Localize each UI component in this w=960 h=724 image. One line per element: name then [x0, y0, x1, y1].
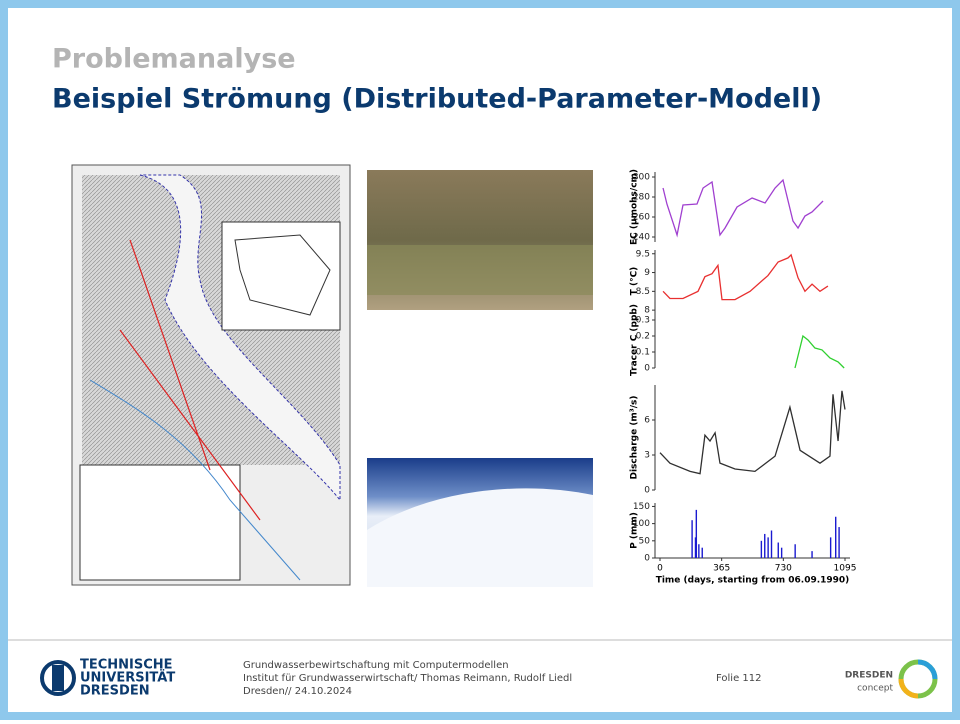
bar	[764, 533, 766, 558]
logo-line: UNIVERSITÄT	[80, 670, 175, 686]
footer-line: Dresden// 24.10.2024	[243, 686, 352, 697]
bar	[777, 542, 779, 558]
series-line	[662, 253, 829, 301]
x-axis-label: Time (days, starting from 06.09.1990)	[656, 576, 850, 586]
y-axis-label: P (mm)	[630, 512, 640, 549]
y-axis-label: EC (µmohs/cm)	[630, 169, 640, 245]
y-tick-label: 9	[644, 268, 650, 278]
bar	[694, 537, 697, 558]
y-tick-label: 8.5	[636, 287, 650, 297]
y-tick-label: 300	[633, 173, 650, 183]
bar	[811, 551, 813, 558]
footer-line: Institut für Grundwasserwirtschaft/ Thom…	[243, 673, 572, 684]
y-tick-label: 0	[644, 364, 650, 374]
x-tick-label: 730	[775, 564, 792, 574]
bar	[760, 540, 763, 558]
map-image	[71, 164, 351, 586]
y-tick-label: 50	[639, 536, 651, 546]
logo-line: TECHNISCHE	[80, 658, 173, 673]
y-axis-label: Tracer C (ppb)	[630, 304, 640, 376]
y-axis-label: Discharge (m³/s)	[630, 395, 640, 479]
y-tick-label: 260	[633, 213, 650, 223]
series-line	[659, 390, 846, 475]
x-tick-label: 1095	[834, 564, 857, 574]
y-tick-label: 240	[633, 233, 650, 243]
bar	[835, 516, 837, 558]
series-line	[794, 334, 845, 369]
y-tick-label: 100	[633, 519, 650, 529]
footer-line: Grundwasserbewirtschaftung mit Computerm…	[243, 660, 509, 671]
bar	[698, 544, 700, 558]
photo-spring	[367, 170, 593, 310]
y-tick-label: 0.2	[636, 332, 650, 342]
slide-number: Folie 112	[716, 673, 762, 684]
logo-line: DRESDEN	[80, 684, 150, 699]
brand: concept	[857, 684, 893, 694]
y-tick-label: 9.5	[636, 249, 650, 259]
bar	[695, 509, 698, 558]
y-axis-label: T (°C)	[630, 267, 640, 296]
y-tick-label: 6	[644, 416, 650, 426]
x-tick-label: 0	[657, 564, 663, 574]
y-tick-label: 0	[644, 486, 650, 496]
y-tick-label: 0	[644, 554, 650, 564]
y-tick-label: 150	[633, 502, 650, 512]
brand: DRESDEN	[845, 671, 893, 681]
bar	[829, 537, 832, 558]
y-tick-label: 280	[633, 193, 650, 203]
title: Problemanalyse	[52, 44, 296, 75]
bar	[794, 544, 796, 558]
bar	[767, 537, 769, 558]
y-tick-label: 8	[644, 306, 650, 316]
bar	[838, 527, 840, 558]
tu-logo	[40, 660, 76, 696]
y-tick-label: 0.3	[636, 316, 650, 326]
photo-snow	[367, 458, 593, 587]
bar	[691, 520, 693, 558]
x-tick-label: 365	[713, 564, 730, 574]
subtitle: Beispiel Strömung (Distributed-Parameter…	[52, 84, 822, 115]
bar	[701, 547, 703, 558]
series-line	[662, 178, 824, 238]
bar	[780, 547, 783, 558]
y-tick-label: 0.1	[636, 348, 650, 358]
bar	[770, 530, 773, 558]
brand-logo	[898, 659, 938, 699]
y-tick-label: 3	[644, 451, 650, 461]
